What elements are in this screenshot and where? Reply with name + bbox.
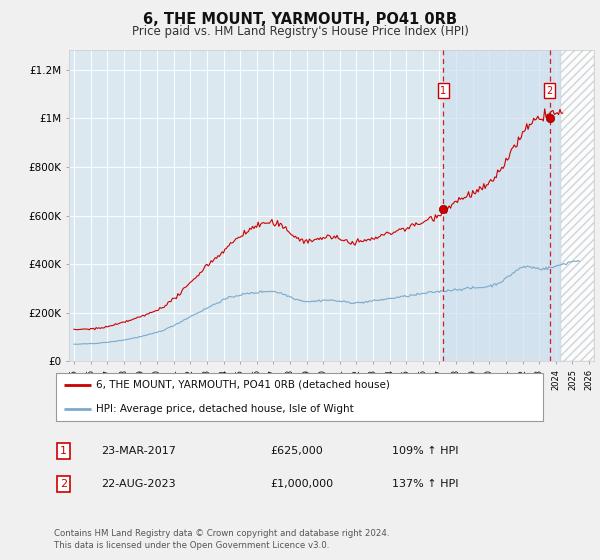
Text: 22-AUG-2023: 22-AUG-2023 — [101, 479, 176, 489]
Text: 1: 1 — [60, 446, 67, 456]
Text: 23-MAR-2017: 23-MAR-2017 — [101, 446, 176, 456]
Bar — [443, 50, 561, 361]
Text: 109% ↑ HPI: 109% ↑ HPI — [392, 446, 458, 456]
Text: Contains HM Land Registry data © Crown copyright and database right 2024.
This d: Contains HM Land Registry data © Crown c… — [54, 529, 389, 550]
Text: 6, THE MOUNT, YARMOUTH, PO41 0RB (detached house): 6, THE MOUNT, YARMOUTH, PO41 0RB (detach… — [96, 380, 389, 390]
Bar — [561, 50, 594, 361]
Text: 1: 1 — [440, 86, 446, 96]
Bar — [561, 50, 594, 361]
FancyBboxPatch shape — [56, 373, 542, 421]
Text: Price paid vs. HM Land Registry's House Price Index (HPI): Price paid vs. HM Land Registry's House … — [131, 25, 469, 38]
Text: 2: 2 — [60, 479, 67, 489]
Text: £625,000: £625,000 — [271, 446, 323, 456]
Text: 137% ↑ HPI: 137% ↑ HPI — [392, 479, 458, 489]
Text: £1,000,000: £1,000,000 — [271, 479, 334, 489]
Text: 6, THE MOUNT, YARMOUTH, PO41 0RB: 6, THE MOUNT, YARMOUTH, PO41 0RB — [143, 12, 457, 27]
Text: HPI: Average price, detached house, Isle of Wight: HPI: Average price, detached house, Isle… — [96, 404, 353, 414]
Text: 2: 2 — [547, 86, 553, 96]
